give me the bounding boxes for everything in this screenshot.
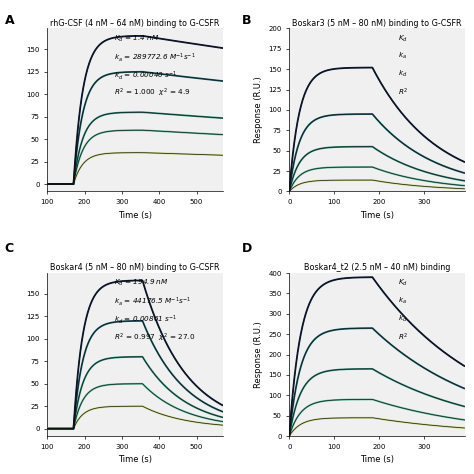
Text: C: C	[5, 242, 14, 255]
Text: $k_d$ = 0.00040 s$^{-1}$: $k_d$ = 0.00040 s$^{-1}$	[114, 69, 177, 82]
Text: $R^2$ = 1.000  $\chi^2$ = 4.9: $R^2$ = 1.000 $\chi^2$ = 4.9	[114, 87, 191, 100]
X-axis label: Time (s): Time (s)	[360, 455, 394, 464]
Text: $R^2$: $R^2$	[398, 87, 408, 99]
Text: $k_a$: $k_a$	[398, 296, 407, 306]
Text: $k_d$: $k_d$	[398, 69, 407, 80]
Title: rhG-CSF (4 nM – 64 nM) binding to G-CSFR: rhG-CSF (4 nM – 64 nM) binding to G-CSFR	[50, 18, 220, 27]
X-axis label: Time (s): Time (s)	[360, 210, 394, 219]
Text: $k_a$ = 44176.5 M$^{-1}$s$^{-1}$: $k_a$ = 44176.5 M$^{-1}$s$^{-1}$	[114, 296, 191, 309]
Text: $k_a$: $k_a$	[398, 51, 407, 62]
Text: $K_d$ = 194.9 $nM$: $K_d$ = 194.9 $nM$	[114, 278, 169, 288]
Text: $k_d$ = 0.00861 s$^{-1}$: $k_d$ = 0.00861 s$^{-1}$	[114, 314, 177, 326]
Text: $K_d$: $K_d$	[398, 278, 408, 288]
Text: A: A	[5, 14, 14, 27]
Y-axis label: Response (R.U.): Response (R.U.)	[254, 321, 263, 388]
X-axis label: Time (s): Time (s)	[118, 210, 152, 219]
Text: B: B	[242, 14, 251, 27]
Y-axis label: Response (R.U.): Response (R.U.)	[254, 77, 263, 143]
X-axis label: Time (s): Time (s)	[118, 455, 152, 464]
Text: $K_d$: $K_d$	[398, 33, 408, 44]
Title: Boskar4_t2 (2.5 nM – 40 nM) binding: Boskar4_t2 (2.5 nM – 40 nM) binding	[304, 263, 450, 272]
Text: $k_d$: $k_d$	[398, 314, 407, 324]
Title: Boskar4 (5 nM – 80 nM) binding to G-CSFR: Boskar4 (5 nM – 80 nM) binding to G-CSFR	[50, 263, 220, 272]
Text: $k_a$ = 289772.6 M$^{-1}$s$^{-1}$: $k_a$ = 289772.6 M$^{-1}$s$^{-1}$	[114, 51, 196, 64]
Text: $K_d$ = 1.4 $nM$: $K_d$ = 1.4 $nM$	[114, 33, 159, 44]
Title: Boskar3 (5 nM – 80 nM) binding to G-CSFR: Boskar3 (5 nM – 80 nM) binding to G-CSFR	[292, 18, 462, 27]
Text: $R^2$: $R^2$	[398, 332, 408, 343]
Text: $R^2$ = 0.997  $\chi^2$ = 27.0: $R^2$ = 0.997 $\chi^2$ = 27.0	[114, 332, 195, 344]
Text: D: D	[242, 242, 252, 255]
